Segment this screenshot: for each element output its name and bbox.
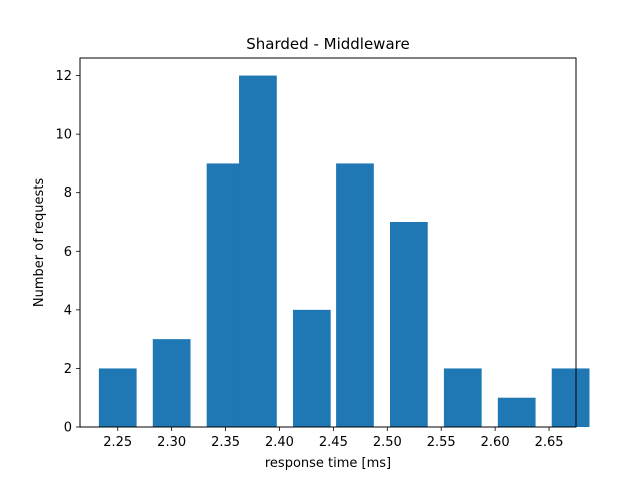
chart-title: Sharded - Middleware	[246, 35, 409, 53]
x-tick-label: 2.55	[427, 435, 456, 450]
bar	[239, 75, 277, 427]
y-axis-title: Number of requests	[32, 178, 47, 307]
x-axis-title: response time [ms]	[265, 456, 391, 471]
x-tick-label: 2.35	[211, 435, 240, 450]
y-tick-label: 10	[55, 128, 72, 143]
plot-frame	[79, 57, 577, 428]
y-tick-label: 4	[64, 303, 72, 318]
y-tick-label: 0	[64, 421, 72, 436]
bar	[443, 368, 482, 427]
bars-group	[98, 75, 590, 427]
y-tick-label: 12	[55, 69, 72, 84]
bar	[292, 309, 331, 427]
x-tick-label: 2.60	[481, 435, 510, 450]
x-tick-label: 2.30	[157, 435, 186, 450]
x-tick-label: 2.50	[373, 435, 402, 450]
bar	[551, 368, 590, 427]
bar	[98, 368, 137, 427]
bar	[152, 339, 191, 427]
x-tick-label: 2.45	[319, 435, 348, 450]
x-axis-ticks: 2.25 2.30 2.35 2.40 2.45 2.50 2.55 2.60 2.65	[103, 427, 564, 450]
y-axis-ticks: 0 2 4 6 8 10 12	[55, 69, 80, 436]
x-tick-label: 2.25	[103, 435, 132, 450]
x-tick-label: 2.40	[265, 435, 294, 450]
y-tick-label: 2	[64, 362, 72, 377]
bar	[336, 163, 374, 427]
bar	[206, 163, 245, 427]
bar	[497, 397, 536, 427]
y-tick-label: 8	[64, 186, 72, 201]
y-tick-label: 6	[64, 245, 72, 260]
x-tick-label: 2.65	[535, 435, 564, 450]
bar	[390, 222, 428, 427]
